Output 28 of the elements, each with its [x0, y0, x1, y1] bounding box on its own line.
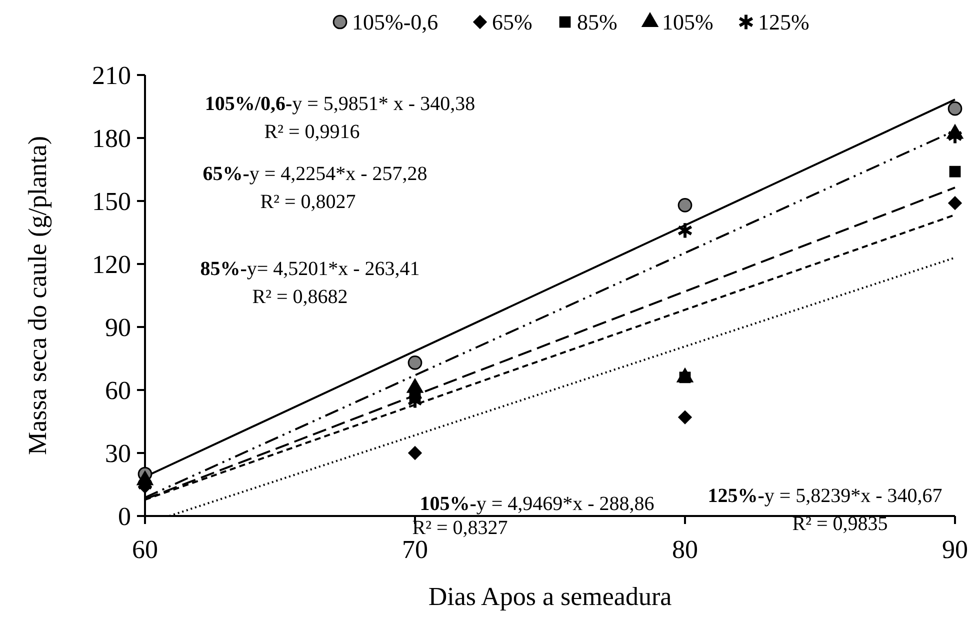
- annotation: 125%-y = 5,8239*x - 340,67: [708, 485, 942, 507]
- y-tick-label: 30: [105, 439, 131, 468]
- y-tick-label: 60: [105, 376, 131, 406]
- y-tick-label: 180: [92, 124, 131, 154]
- legend-label: 85%: [577, 10, 618, 35]
- y-axis-title: Massa seca do caule (g/planta): [23, 136, 52, 456]
- annotation: R² = 0,9835: [792, 513, 888, 535]
- y-tick-label: 0: [118, 502, 131, 532]
- annotation: R² = 0,9916: [264, 121, 360, 143]
- x-tick-label: 90: [942, 535, 968, 564]
- y-tick-label: 120: [92, 250, 131, 280]
- annotation: 65%-y = 4,2254*x - 257,28: [202, 163, 428, 185]
- x-axis-title: Dias Apos a semeadura: [428, 582, 672, 611]
- y-tick-label: 150: [92, 187, 131, 216]
- legend-label: 65%: [492, 10, 532, 35]
- legend-label: 125%: [758, 10, 810, 35]
- annotation: R² = 0,8027: [260, 191, 356, 213]
- legend-label: 105%: [662, 10, 714, 35]
- annotation: 105%/0,6-y = 5,9851* x - 340,38: [204, 93, 476, 115]
- x-tick-label: 80: [672, 535, 698, 564]
- y-tick-label: 90: [105, 313, 131, 342]
- annotation: 85%-y= 4,5201*x - 263,41: [200, 258, 420, 280]
- annotation: 105%-y = 4,9469*x - 288,86: [420, 493, 654, 515]
- annotation: R² = 0,8682: [252, 286, 348, 308]
- legend-label: 105%-0,6: [352, 10, 438, 35]
- y-tick-label: 210: [92, 61, 131, 90]
- x-tick-label: 70: [402, 535, 428, 564]
- x-tick-label: 60: [132, 535, 158, 564]
